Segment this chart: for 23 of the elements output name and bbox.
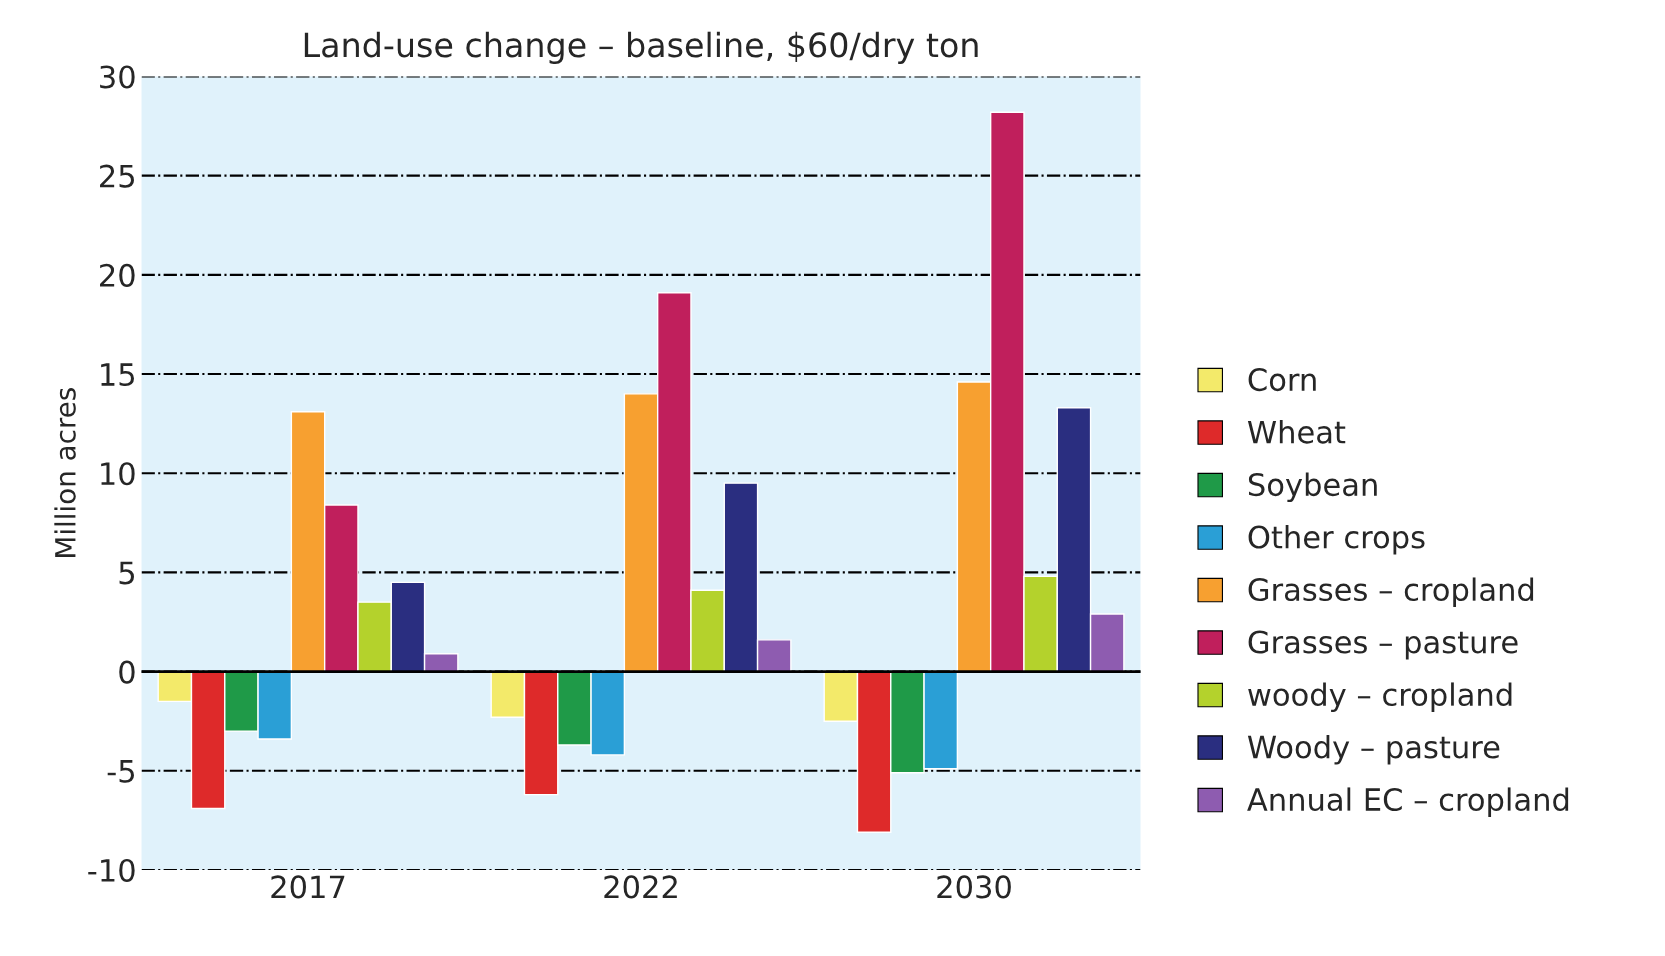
legend-label: Grasses – cropland	[1248, 577, 1534, 608]
y-tick-label: 10	[101, 462, 135, 486]
x-tick-label: 2022	[604, 875, 677, 899]
x-tick-label: 2030	[937, 875, 1011, 899]
y-tick-label: 0	[119, 660, 135, 684]
legend-label: woody – cropland	[1248, 682, 1512, 713]
legend-label: Soybean	[1248, 472, 1377, 503]
y-tick-label: -5	[107, 760, 134, 783]
y-tick-label: 15	[101, 363, 134, 387]
legend-label: Woody – pasture	[1247, 734, 1500, 765]
y-tick-label: 25	[100, 164, 134, 188]
legend-label: Annual EC – cropland	[1247, 787, 1569, 817]
legend-label: Corn	[1248, 368, 1316, 392]
y-tick-label: 5	[119, 561, 134, 585]
legend-label: Other crops	[1248, 524, 1425, 555]
legend-label: Grasses – pasture	[1248, 630, 1518, 660]
y-tick-label: 20	[100, 263, 135, 287]
y-axis-title: Million acres	[54, 388, 76, 557]
legend-label: Wheat	[1247, 419, 1346, 444]
x-tick-label: 2017	[271, 875, 345, 899]
y-tick-label: 30	[100, 65, 135, 89]
y-tick-label: -10	[88, 858, 135, 882]
chart-title: Land-use change – baseline, $60/dry ton	[304, 31, 978, 64]
